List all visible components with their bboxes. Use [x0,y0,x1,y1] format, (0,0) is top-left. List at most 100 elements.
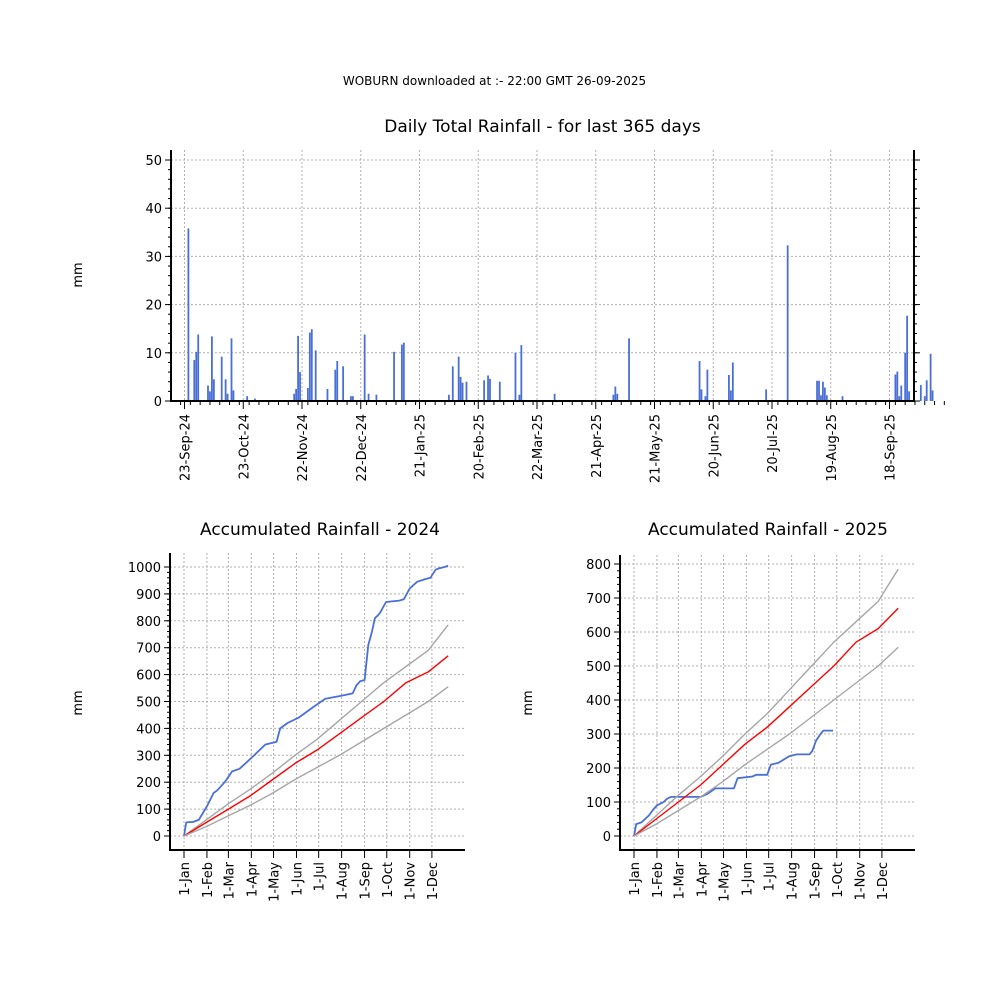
x-tick-label: 22-Mar-25 [531,414,546,480]
rain-bar [498,381,501,401]
mean-line [183,655,449,837]
y-axis-label: mm [71,262,86,287]
y-tick-label: 400 [136,722,161,737]
x-tick-label: 1-Apr [245,861,260,897]
chart-title: Daily Total Rainfall - for last 365 days [384,117,701,137]
rain-bar [254,398,256,401]
y-tick-label: 50 [145,154,162,169]
rain-bar [614,386,617,401]
rain-bar [929,353,932,401]
rain-bar [224,379,227,401]
rain-bar [293,393,296,401]
rain-bar [246,396,249,401]
x-tick-label: 1-Oct [831,862,846,898]
y-tick-label: 300 [136,749,161,764]
rain-bar [314,350,317,401]
rain-bar [195,351,198,401]
rain-bar [700,389,703,401]
rain-bar [447,394,450,401]
rain-bar [310,329,313,401]
rain-bar [898,396,901,401]
rain-bar [197,334,200,401]
x-tick-label: 1-Dec [876,862,891,900]
rain-bar [483,380,486,401]
x-tick-label: 1-Jan [178,862,193,896]
rain-bar [306,387,309,401]
rain-bar [352,396,354,401]
rain-bar [841,396,844,401]
rain-bar [465,381,468,401]
rain-bar [894,374,897,401]
y-tick-label: 400 [586,694,611,709]
rain-bar [211,336,213,401]
rain-bar [906,315,909,401]
rain-bar [729,390,732,401]
x-tick-label: 1-Mar [222,861,237,899]
rain-bar [459,376,462,401]
rain-bar [367,393,370,401]
range-line [183,686,449,837]
x-tick-label: 21-Jan-25 [414,414,429,477]
rain-bar [706,369,709,401]
rain-bar [220,356,223,401]
rain-bar [731,362,734,401]
x-tick-label: 18-Sep-25 [884,414,899,481]
y-tick-label: 100 [586,796,611,811]
x-tick-label: 1-May [268,862,283,902]
rain-bar [820,395,822,401]
y-tick-label: 800 [136,615,161,630]
y-tick-label: 700 [586,592,611,607]
rain-bar [451,366,454,401]
x-tick-label: 1-Jun [290,862,305,896]
rain-bar [514,352,517,401]
rain-bar [487,375,489,401]
x-tick-label: 22-Dec-24 [355,414,370,482]
rain-bar [212,379,215,401]
rain-bar [825,395,828,401]
y-tick-label: 0 [154,395,162,410]
range-line [183,624,449,837]
y-axis-label: mm [71,690,86,715]
x-tick-label: 1-Nov [404,862,419,901]
x-tick-label: 20-Jul-25 [766,414,781,473]
x-tick-label: 1-Dec [426,862,441,900]
x-tick-label: 1-Oct [381,862,396,898]
y-tick-label: 100 [136,803,161,818]
x-tick-label: 1-Sep [809,862,824,899]
rain-bar [393,351,395,401]
y-tick-label: 600 [136,669,161,684]
rain-bar [230,338,233,401]
rain-bar [342,366,345,401]
rain-bar [919,385,922,401]
rain-bar [209,391,211,401]
rain-bar [818,380,820,401]
y-tick-label: 10 [145,347,162,362]
rain-bar [728,374,730,401]
rain-bar [402,342,405,401]
rain-bar [232,390,235,401]
rain-bar [400,344,403,401]
x-tick-label: 1-Jan [628,862,643,896]
x-tick-label: 1-Jul [313,862,328,891]
rain-bar [765,389,768,401]
rain-bar [925,380,928,401]
x-tick-label: 1-Mar [672,861,687,899]
range-line [633,646,899,837]
x-tick-label: 20-Jun-25 [707,414,722,478]
x-tick-label: 1-Feb [651,862,666,898]
rain-bar [326,388,329,401]
rain-bar [297,335,299,401]
rain-bar [350,396,352,401]
y-tick-label: 900 [136,588,161,603]
x-tick-label: 1-Jul [763,862,778,891]
range-line [633,568,899,837]
rain-bar [193,360,196,401]
accumulated-line [633,729,834,837]
rain-bar [295,388,298,401]
rain-bar [489,378,491,401]
x-tick-label: 1-Aug [336,862,351,900]
y-tick-label: 30 [145,250,162,265]
rain-bar [207,385,209,401]
y-tick-label: 20 [145,299,162,314]
